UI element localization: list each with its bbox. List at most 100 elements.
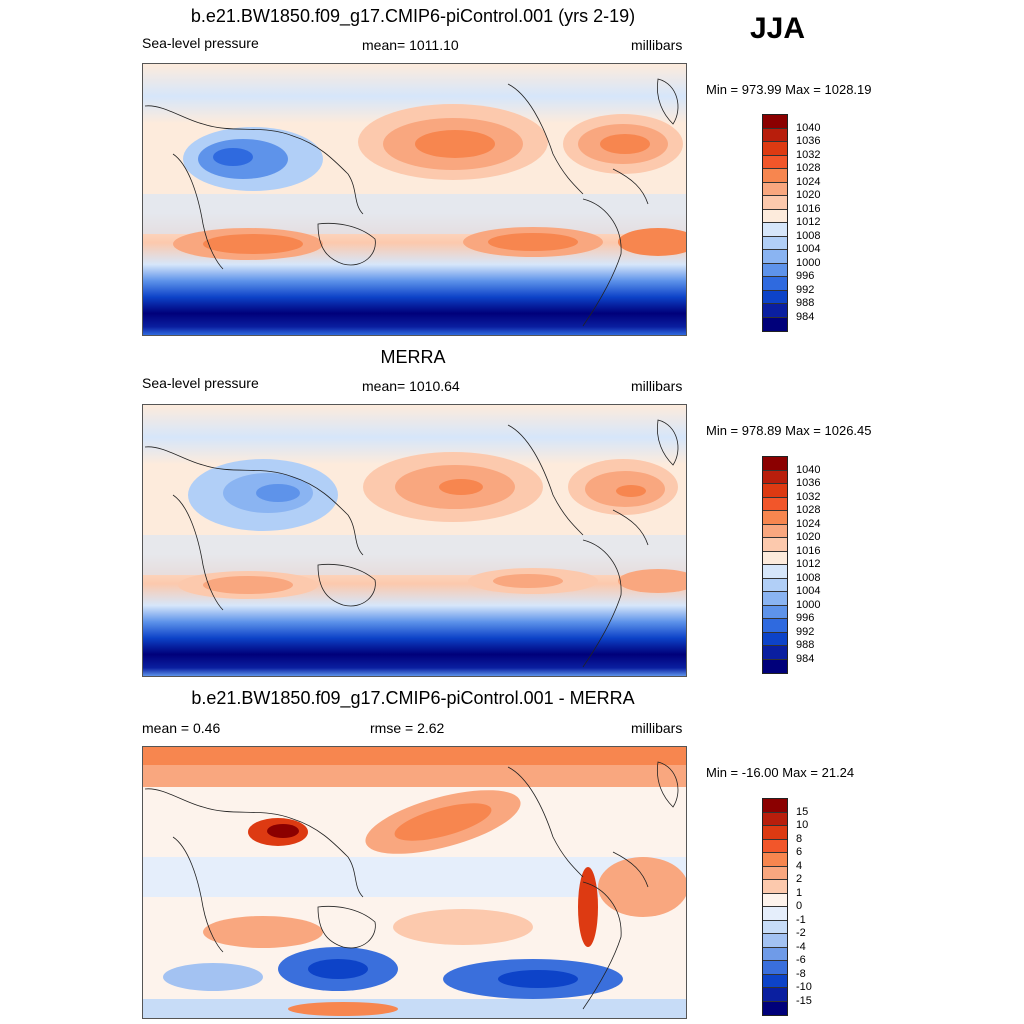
colorbar-tick-label: 6	[796, 846, 803, 858]
colorbar-tick-label: 1028	[796, 504, 821, 516]
panel-1-right-label: millibars	[631, 37, 683, 53]
colorbar-tick-label: 1032	[796, 148, 821, 161]
colorbar-swatch	[763, 632, 787, 646]
panel-1-map	[142, 63, 687, 336]
colorbar-swatch	[763, 1001, 787, 1015]
colorbar-swatch	[763, 812, 787, 826]
colorbar-swatch	[763, 169, 787, 183]
colorbar-swatch	[763, 538, 787, 552]
colorbar-swatch	[763, 565, 787, 579]
colorbar-tick-label: 992	[796, 283, 815, 296]
colorbar-tick-label: -6	[796, 954, 806, 966]
colorbar-tick-label: 1000	[796, 598, 821, 611]
panel-2-left-label: Sea-level pressure	[142, 375, 259, 391]
colorbar-swatch	[763, 853, 787, 867]
colorbar-swatch	[763, 115, 787, 129]
colorbar-tick-label: 1008	[796, 229, 821, 242]
colorbar-swatch	[763, 250, 787, 264]
season-label: JJA	[750, 12, 806, 45]
panel-3-colorbar-labels: 15 10 8 6 4 2 1 0 -1 -2 -4 -6 -8 -10 -15	[796, 798, 836, 1014]
colorbar-tick-label: 984	[796, 310, 815, 323]
colorbar-swatch	[763, 484, 787, 498]
colorbar-tick-label: -15	[796, 994, 812, 1007]
colorbar-tick-label: 1020	[796, 531, 821, 543]
panel-2-map	[142, 404, 687, 677]
colorbar-tick-label: 8	[796, 832, 803, 845]
colorbar-tick-label: 984	[796, 652, 815, 665]
colorbar-tick-label: 1028	[796, 162, 821, 174]
colorbar-swatch	[763, 839, 787, 853]
panel-3-minmax: Min = -16.00 Max = 21.24	[706, 765, 855, 780]
colorbar-swatch	[763, 934, 787, 948]
colorbar-swatch	[763, 947, 787, 961]
panel-2-right-label: millibars	[631, 378, 683, 394]
colorbar-tick-label: 992	[796, 625, 815, 638]
colorbar-swatch	[763, 470, 787, 484]
panel-1-title: b.e21.BW1850.f09_g17.CMIP6-piControl.001…	[190, 6, 636, 26]
panel-3-field	[143, 747, 686, 1018]
colorbar-swatch	[763, 893, 787, 907]
colorbar-swatch	[763, 209, 787, 223]
colorbar-tick-label: -8	[796, 967, 806, 980]
colorbar-tick-label: 988	[796, 639, 815, 651]
colorbar-swatch	[763, 799, 787, 813]
colorbar-swatch	[763, 826, 787, 840]
colorbar-tick-label: 1036	[796, 477, 821, 489]
colorbar-swatch	[763, 223, 787, 237]
colorbar-tick-label: 1004	[796, 243, 821, 255]
colorbar-swatch	[763, 317, 787, 331]
colorbar-tick-label: 1040	[796, 463, 821, 476]
colorbar-tick-label: 1004	[796, 585, 821, 597]
colorbar-tick-label: 996	[796, 270, 815, 282]
panel-2-colorbar-labels: 1040 1036 1032 1028 1024 1020 1016 1012 1008 1004…	[796, 456, 836, 672]
colorbar-tick-label: -10	[796, 981, 812, 993]
colorbar-tick-label: -2	[796, 927, 806, 939]
colorbar-swatch	[763, 142, 787, 156]
colorbar-swatch	[763, 304, 787, 318]
panel-2-minmax: Min = 978.89 Max = 1026.45	[706, 423, 872, 438]
panel-3-left-label: mean = 0.46	[142, 720, 221, 736]
colorbar-tick-label: 1040	[796, 121, 821, 134]
colorbar-swatch	[763, 605, 787, 619]
colorbar-swatch	[763, 290, 787, 304]
panel-2-title: MERRA	[380, 347, 446, 367]
colorbar-swatch	[763, 592, 787, 606]
colorbar-swatch	[763, 511, 787, 525]
colorbar-tick-label: 1020	[796, 189, 821, 201]
colorbar-tick-label: 1036	[796, 135, 821, 147]
panel-2-center-label: mean= 1010.64	[362, 378, 460, 394]
panel-1-colorbar	[762, 114, 788, 332]
panel-1-center-label: mean= 1011.10	[362, 37, 459, 53]
colorbar-tick-label: 1008	[796, 571, 821, 584]
colorbar-tick-label: -4	[796, 940, 806, 953]
panel-1-field	[143, 64, 686, 335]
colorbar-swatch	[763, 196, 787, 210]
colorbar-tick-label: 1024	[796, 517, 821, 530]
colorbar-tick-label: 1016	[796, 202, 821, 215]
colorbar-swatch	[763, 551, 787, 565]
colorbar-swatch	[763, 920, 787, 934]
colorbar-swatch	[763, 646, 787, 660]
colorbar-tick-label: 4	[796, 859, 803, 872]
colorbar-swatch	[763, 524, 787, 538]
colorbar-tick-label: 988	[796, 297, 815, 309]
panel-3-colorbar	[762, 798, 788, 1016]
colorbar-tick-label: -1	[796, 913, 806, 926]
colorbar-tick-label: 1	[796, 886, 803, 899]
colorbar-tick-label: 1032	[796, 490, 821, 503]
colorbar-swatch	[763, 988, 787, 1002]
colorbar-swatch	[763, 974, 787, 988]
colorbar-tick-label: 1024	[796, 175, 821, 188]
colorbar-swatch	[763, 155, 787, 169]
colorbar-swatch	[763, 578, 787, 592]
colorbar-tick-label: 1016	[796, 544, 821, 557]
panel-1-left-label: Sea-level pressure	[142, 35, 259, 51]
colorbar-tick-label: 1012	[796, 558, 821, 570]
panel-2-field	[143, 405, 686, 676]
colorbar-swatch	[763, 619, 787, 633]
colorbar-swatch	[763, 497, 787, 511]
colorbar-swatch	[763, 277, 787, 291]
colorbar-tick-label: 0	[796, 900, 803, 912]
colorbar-swatch	[763, 659, 787, 673]
panel-3-right-label: millibars	[631, 720, 683, 736]
